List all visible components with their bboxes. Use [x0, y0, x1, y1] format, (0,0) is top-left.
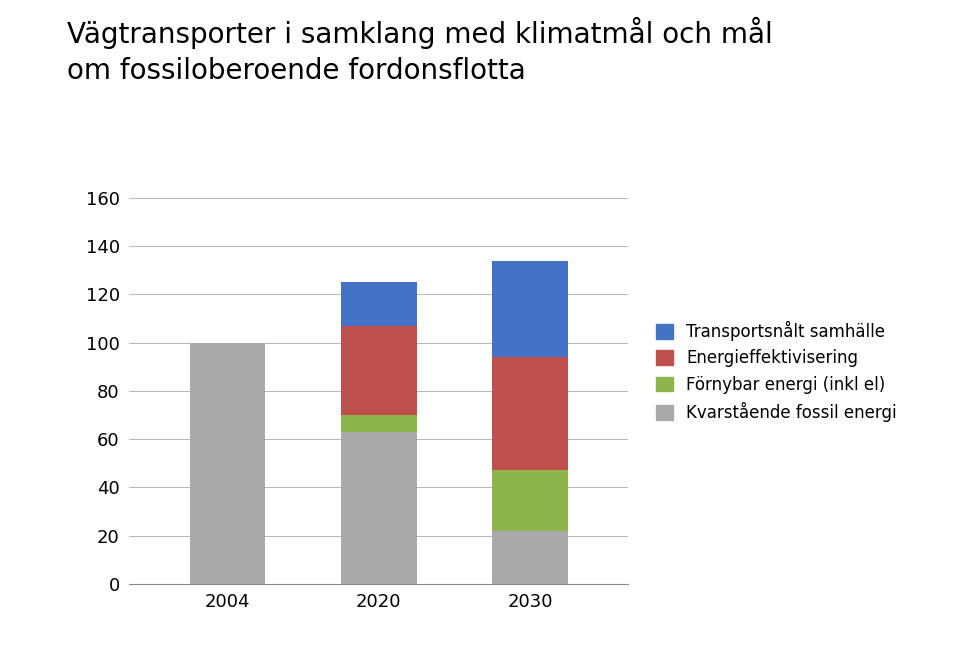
Bar	[190, 343, 266, 584]
Bar	[341, 415, 416, 432]
Text: 13    2012-03-28: 13 2012-03-28	[19, 639, 124, 652]
Bar	[341, 432, 416, 584]
Bar	[492, 357, 568, 470]
Text: Ⓣ  TRAFIKVERKET: Ⓣ TRAFIKVERKET	[729, 638, 877, 654]
Text: Vägtransporter i samklang med klimatmål och mål: Vägtransporter i samklang med klimatmål …	[67, 17, 773, 49]
Bar	[341, 325, 416, 415]
Legend: Transportsnålt samhälle, Energieffektivisering, Förnybar energi (inkl el), Kvars: Transportsnålt samhälle, Energieffektivi…	[656, 321, 897, 422]
Bar	[492, 531, 568, 584]
Bar	[341, 282, 416, 325]
Bar	[492, 470, 568, 531]
Text: om fossiloberoende fordonsflotta: om fossiloberoende fordonsflotta	[67, 57, 526, 85]
Bar	[492, 260, 568, 357]
